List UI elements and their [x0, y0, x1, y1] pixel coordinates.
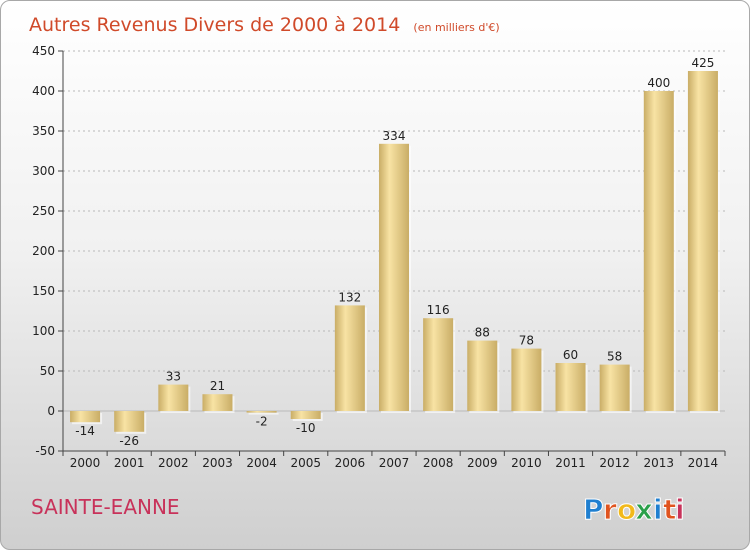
bar-2001: [114, 411, 145, 432]
y-tick-label: 0: [47, 404, 55, 418]
x-axis-ticks: 2000 2001 2002 2003 2004 2005 2006 2007 2008 2009…: [62, 451, 726, 470]
x-tick-label: 2014: [688, 456, 719, 470]
x-tick-label: 2008: [423, 456, 454, 470]
bar-2014: [687, 71, 718, 411]
y-tick-label: 450: [32, 44, 55, 58]
x-tick-label: 2009: [467, 456, 498, 470]
x-tick-label: 2005: [290, 456, 321, 470]
x-tick-label: 2012: [599, 456, 630, 470]
data-label: -2: [256, 415, 268, 429]
y-tick-label: 300: [32, 164, 55, 178]
bar-2007: [378, 143, 410, 412]
y-tick-label: 350: [32, 124, 55, 138]
y-tick-label: 50: [40, 364, 55, 378]
bar-2005: [290, 411, 321, 419]
bar-2006: [334, 305, 365, 411]
logo-letter: i: [653, 493, 663, 526]
data-label: 60: [563, 348, 578, 362]
x-tick-label: 2004: [246, 456, 277, 470]
x-tick-label: 2003: [202, 456, 233, 470]
x-tick-label: 2013: [644, 456, 675, 470]
x-tick-label: 2010: [511, 456, 542, 470]
place-label: SAINTE-EANNE: [31, 495, 180, 519]
x-tick-label: 2007: [379, 456, 410, 470]
bar-2011: [555, 363, 586, 411]
data-label: 425: [691, 56, 714, 70]
y-tick-label: 200: [32, 244, 55, 258]
chart-title: Autres Revenus Divers de 2000 à 2014 (en…: [29, 14, 500, 36]
y-tick-label: 250: [32, 204, 55, 218]
data-label: -26: [119, 434, 139, 448]
bar-shadow: [248, 413, 279, 415]
data-label: -10: [296, 421, 316, 435]
logo-letter: r: [603, 493, 617, 526]
bar-2003: [202, 394, 233, 411]
data-label: 334: [383, 129, 406, 143]
bars: [70, 71, 720, 434]
data-label: 400: [647, 76, 670, 90]
data-label: -14: [75, 424, 95, 438]
x-tick-label: 2002: [158, 456, 189, 470]
bar-2013: [643, 91, 674, 411]
data-label: 132: [338, 290, 361, 304]
bar-2002: [158, 384, 189, 411]
bar-2009: [467, 340, 498, 411]
data-labels: -14 -26 33 21 -2 -10 132 334 116 88 78 60 58 400 425: [75, 56, 714, 448]
logo-letter: i: [675, 493, 685, 526]
y-tick-label: -50: [35, 444, 55, 458]
y-axis-ticks: -50 0 50 100 150 200 250 300 350 400 450: [32, 44, 63, 458]
data-label: 88: [475, 326, 490, 340]
y-tick-label: 150: [32, 284, 55, 298]
data-label: 116: [427, 303, 450, 317]
x-tick-label: 2011: [555, 456, 586, 470]
logo-letter: t: [663, 493, 676, 526]
bar-2000: [70, 411, 101, 423]
logo-letter: x: [635, 493, 653, 526]
bar-2010: [511, 348, 542, 411]
logo-letter: o: [617, 493, 636, 526]
bar-2012: [599, 364, 630, 411]
x-tick-label: 2000: [70, 456, 101, 470]
data-label: 58: [607, 350, 622, 364]
data-label: 21: [210, 379, 225, 393]
data-label: 33: [166, 370, 181, 384]
y-tick-label: 100: [32, 324, 55, 338]
y-tick-label: 400: [32, 84, 55, 98]
bar-2008: [423, 318, 454, 411]
x-tick-label: 2001: [114, 456, 145, 470]
logo-letter: P: [583, 493, 604, 526]
data-label: 78: [519, 334, 534, 348]
bar-2004: [246, 411, 277, 413]
x-tick-label: 2006: [335, 456, 366, 470]
